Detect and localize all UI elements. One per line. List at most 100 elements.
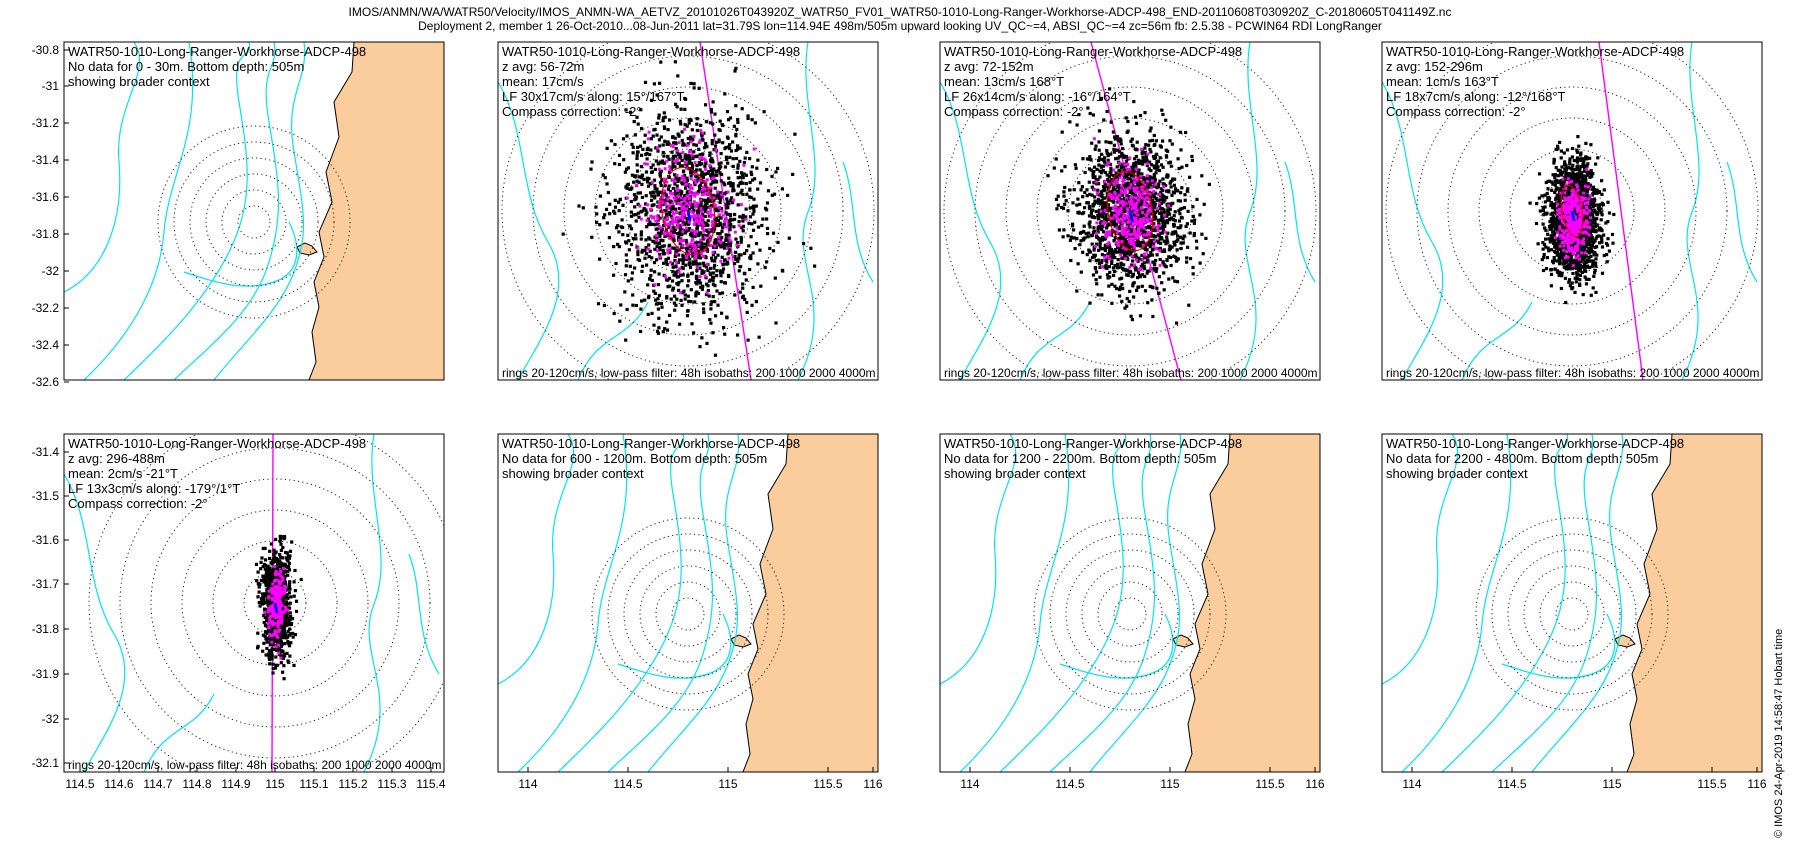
raw-point bbox=[644, 208, 648, 212]
raw-point bbox=[667, 170, 672, 174]
raw-point bbox=[1580, 157, 1584, 161]
lowpass-point bbox=[1130, 199, 1134, 203]
raw-point bbox=[1115, 148, 1119, 152]
raw-point bbox=[1105, 191, 1109, 195]
lowpass-point bbox=[1132, 205, 1135, 209]
raw-point bbox=[679, 107, 683, 111]
raw-point bbox=[633, 266, 637, 270]
raw-point bbox=[720, 123, 724, 127]
raw-point bbox=[609, 139, 613, 143]
lowpass-point bbox=[677, 270, 681, 274]
raw-point bbox=[1578, 192, 1582, 196]
raw-point bbox=[744, 215, 748, 219]
raw-point bbox=[1074, 166, 1078, 170]
raw-point bbox=[665, 142, 669, 146]
raw-point bbox=[1145, 163, 1149, 167]
raw-point bbox=[719, 179, 723, 183]
raw-point bbox=[1062, 228, 1066, 232]
raw-point bbox=[1158, 211, 1162, 215]
raw-point bbox=[673, 259, 677, 263]
lowpass-point bbox=[699, 215, 703, 218]
raw-point bbox=[1159, 201, 1164, 206]
raw-point bbox=[704, 293, 709, 297]
raw-point bbox=[736, 192, 740, 196]
raw-point bbox=[1592, 191, 1596, 195]
lowpass-point bbox=[700, 251, 703, 255]
raw-point bbox=[809, 246, 813, 250]
raw-point bbox=[1135, 140, 1139, 144]
raw-point bbox=[1145, 160, 1149, 164]
raw-point bbox=[670, 262, 674, 266]
lowpass-point bbox=[711, 251, 715, 255]
raw-point bbox=[1597, 191, 1601, 195]
raw-point bbox=[1591, 172, 1595, 176]
raw-point bbox=[713, 207, 717, 211]
raw-point bbox=[1105, 245, 1109, 250]
raw-point bbox=[726, 136, 730, 140]
raw-point bbox=[1129, 174, 1133, 178]
raw-point bbox=[1083, 190, 1087, 195]
raw-point bbox=[1161, 112, 1165, 117]
lowpass-point bbox=[724, 217, 728, 221]
raw-point bbox=[1566, 252, 1570, 256]
raw-point bbox=[725, 158, 729, 162]
raw-point bbox=[612, 311, 616, 316]
raw-point bbox=[656, 231, 660, 235]
raw-point bbox=[1185, 260, 1189, 264]
raw-point bbox=[710, 300, 714, 304]
raw-point bbox=[1108, 170, 1112, 174]
raw-point bbox=[1161, 197, 1165, 201]
raw-point bbox=[1544, 180, 1548, 185]
raw-point bbox=[1052, 166, 1056, 170]
raw-point bbox=[1161, 225, 1165, 229]
lowpass-point bbox=[1115, 231, 1119, 235]
raw-point bbox=[1123, 209, 1127, 214]
raw-point bbox=[1096, 197, 1100, 201]
lowpass-point bbox=[660, 201, 664, 204]
lowpass-point bbox=[696, 192, 699, 196]
raw-point bbox=[1170, 142, 1174, 146]
raw-point bbox=[741, 213, 745, 217]
lowpass-point bbox=[725, 246, 729, 250]
raw-point bbox=[687, 198, 691, 202]
raw-point bbox=[1122, 155, 1126, 160]
lowpass-point bbox=[742, 163, 746, 167]
raw-point bbox=[1557, 239, 1561, 243]
raw-point bbox=[725, 262, 729, 266]
raw-point bbox=[660, 159, 665, 163]
raw-point bbox=[1571, 146, 1575, 151]
raw-point bbox=[695, 168, 699, 172]
raw-point bbox=[614, 261, 618, 266]
raw-point bbox=[1132, 100, 1136, 104]
raw-point bbox=[683, 297, 687, 301]
raw-point bbox=[1576, 269, 1580, 273]
raw-point bbox=[1584, 254, 1588, 258]
raw-point bbox=[677, 288, 681, 292]
raw-point bbox=[644, 202, 648, 206]
lowpass-point bbox=[635, 183, 638, 187]
raw-point bbox=[650, 311, 654, 315]
lowpass-point bbox=[1121, 190, 1125, 194]
raw-point bbox=[657, 326, 661, 330]
raw-point bbox=[659, 60, 663, 64]
raw-point bbox=[687, 157, 691, 161]
raw-point bbox=[1582, 157, 1586, 161]
raw-point bbox=[673, 136, 677, 140]
raw-point bbox=[663, 234, 667, 239]
raw-point bbox=[1088, 192, 1092, 196]
raw-point bbox=[1144, 155, 1148, 159]
raw-point bbox=[1078, 243, 1082, 247]
raw-point bbox=[724, 155, 728, 159]
raw-point bbox=[1088, 301, 1092, 305]
raw-point bbox=[1555, 236, 1559, 240]
raw-point bbox=[1132, 171, 1136, 175]
raw-point bbox=[741, 224, 745, 228]
lowpass-point bbox=[1157, 202, 1161, 206]
raw-point bbox=[619, 303, 623, 307]
raw-point bbox=[706, 219, 710, 223]
raw-point bbox=[743, 251, 747, 255]
raw-point bbox=[693, 183, 697, 187]
raw-point bbox=[1564, 164, 1568, 168]
raw-point bbox=[637, 180, 641, 184]
raw-point bbox=[1098, 265, 1102, 269]
